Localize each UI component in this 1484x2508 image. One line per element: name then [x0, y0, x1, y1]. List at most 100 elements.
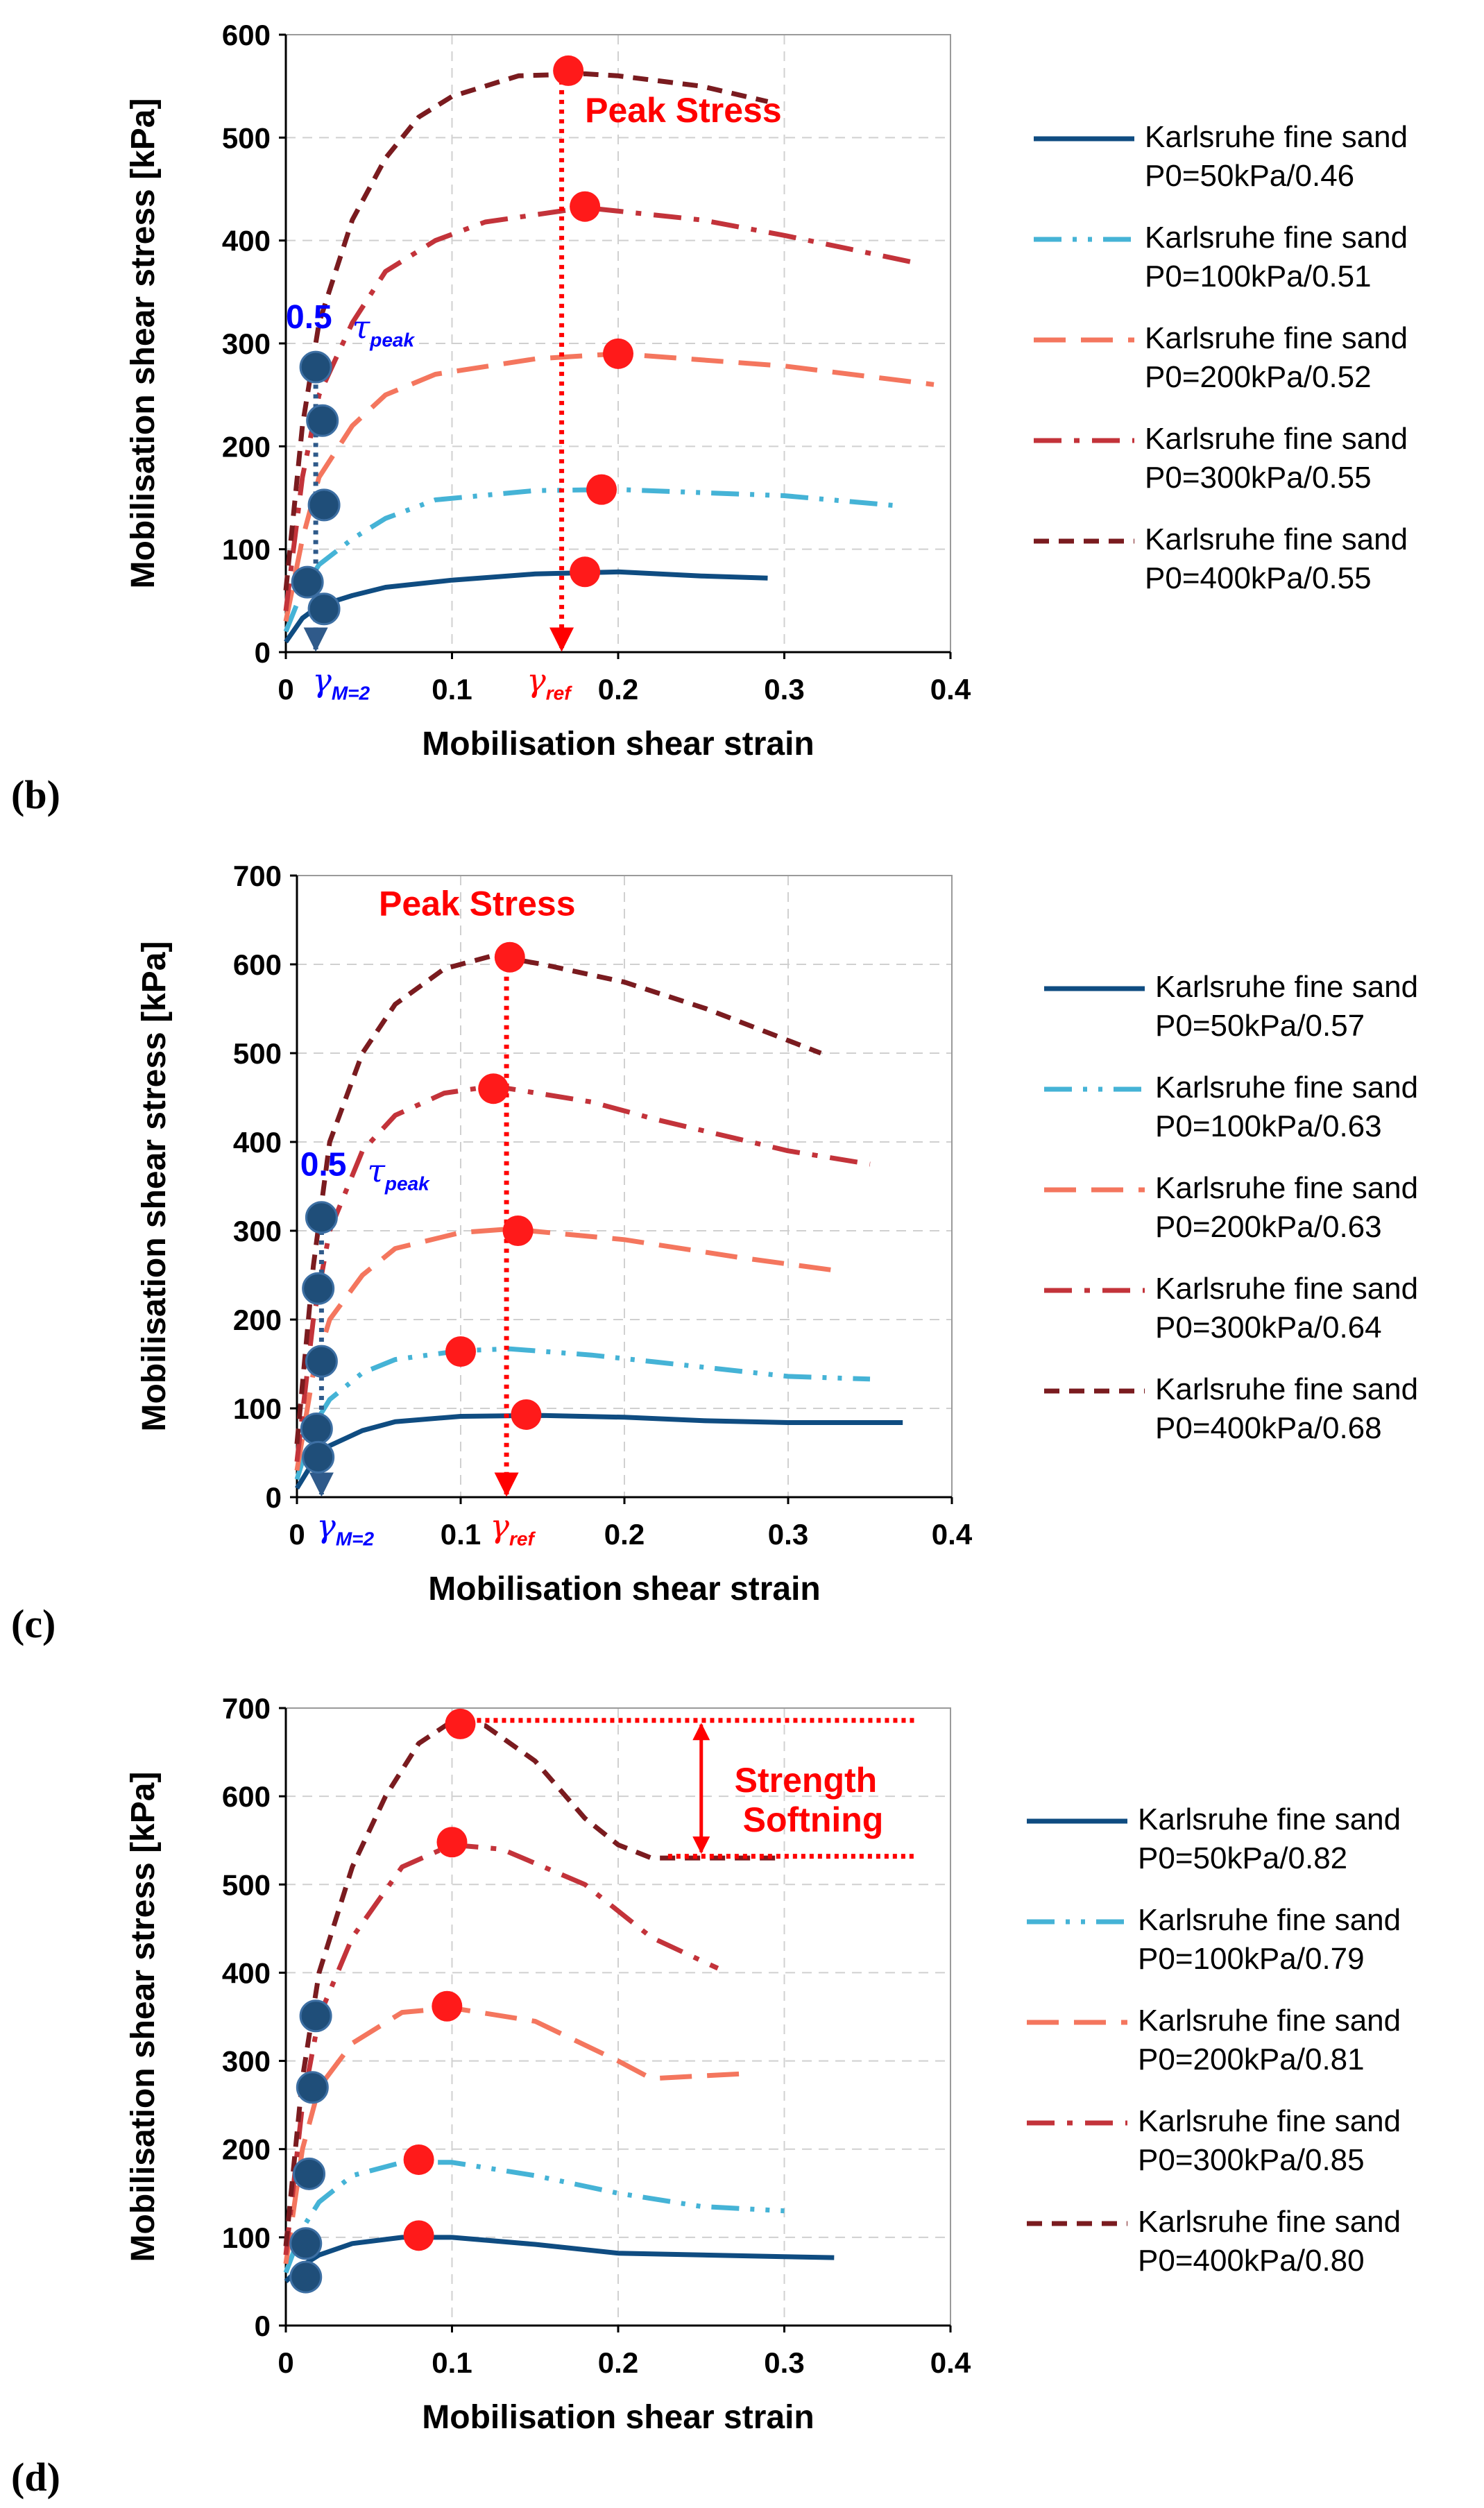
gamma-m2-marker	[289, 2260, 323, 2294]
peak-stress-marker	[570, 191, 601, 222]
series-line-s50	[284, 2235, 835, 2283]
panel-label-b: (b)	[11, 772, 60, 817]
series-line-s300	[283, 205, 918, 612]
x-tick-label: 0.1	[432, 2346, 472, 2379]
series-line-s400	[283, 1718, 785, 2246]
y-tick-label: 300	[222, 2045, 271, 2078]
gamma-m2-marker	[306, 404, 339, 437]
legend-sublabel: P0=200kPa/0.52	[1145, 360, 1372, 394]
legend-label: Karlsruhe fine sand	[1145, 321, 1408, 355]
series-line-s100	[283, 2160, 785, 2274]
peak-stress-marker	[553, 55, 584, 86]
gamma-ref-label: γref	[490, 1508, 536, 1550]
tau-peak-label-subscript: peak	[384, 1173, 430, 1195]
legend-label: Karlsruhe fine sand	[1145, 422, 1408, 456]
legend-sublabel: P0=200kPa/0.81	[1138, 2042, 1365, 2076]
x-tick-label: 0.2	[598, 673, 638, 706]
gamma-m2-marker	[305, 1201, 338, 1234]
gamma-m2-marker	[307, 592, 341, 626]
series-line-s300	[283, 1842, 719, 2255]
tau-peak-label-symbol: τ	[367, 1152, 386, 1190]
y-axis-title: Mobilisation shear stress [kPa]	[125, 99, 162, 589]
series-line-s200	[294, 1226, 838, 1471]
chart-panel-b: 0 0.1 0.2 0.3 0.4 0 100 200 300 400 500 600 Mobilisa…	[125, 19, 1408, 762]
tau-peak-label: τpeak	[367, 1152, 430, 1195]
gamma-m2-marker	[291, 565, 324, 599]
x-tick-label: 0.3	[764, 673, 804, 706]
x-tick-label: 0.4	[930, 2346, 971, 2379]
y-tick-label: 100	[222, 534, 271, 566]
legend-sublabel: P0=100kPa/0.63	[1155, 1109, 1382, 1143]
legend-label: Karlsruhe fine sand	[1155, 1272, 1418, 1306]
red-annotation-text: Peak Stress	[379, 885, 576, 923]
series-line-s400	[283, 71, 769, 591]
legend-label: Karlsruhe fine sand	[1145, 522, 1408, 556]
peak-stress-marker	[445, 1336, 476, 1367]
half-tau-annotation: 0.5	[286, 299, 332, 336]
tau-peak-label-subscript: peak	[369, 330, 415, 351]
legend-sublabel: P0=400kPa/0.68	[1155, 1411, 1382, 1445]
tau-peak-label-symbol: τ	[352, 309, 371, 346]
legend-sublabel: P0=100kPa/0.79	[1138, 1942, 1365, 1976]
legend-label: Karlsruhe fine sand	[1155, 1070, 1418, 1104]
series-line-s200	[283, 2005, 751, 2264]
chart-panel-d: 0 0.1 0.2 0.3 0.4 0 100 200 300 400 500 600 700 Mobil…	[125, 1692, 1401, 2436]
gamma-m2-marker	[299, 1999, 332, 2033]
legend-label: Karlsruhe fine sand	[1155, 970, 1418, 1004]
peak-stress-marker	[478, 1073, 509, 1104]
y-tick-label: 500	[222, 1868, 271, 1901]
gamma-m2-marker	[307, 488, 341, 522]
y-tick-label: 700	[233, 860, 282, 892]
legend-sublabel: P0=200kPa/0.63	[1155, 1210, 1382, 1244]
legend-sublabel: P0=50kPa/0.46	[1145, 159, 1354, 193]
gamma-ref-label-subscript: ref	[546, 682, 572, 703]
peak-stress-marker	[494, 941, 525, 973]
y-tick-label: 0	[266, 1481, 282, 1514]
legend-sublabel: P0=50kPa/0.57	[1155, 1009, 1365, 1043]
peak-stress-marker	[586, 474, 617, 505]
gamma-m2-marker	[300, 1412, 333, 1445]
red-annotation-text: Strength	[735, 1761, 878, 1800]
gamma-m2-marker	[305, 1345, 338, 1378]
legend-sublabel: P0=400kPa/0.80	[1138, 2244, 1365, 2278]
y-tick-label: 100	[222, 2221, 271, 2254]
legend-label: Karlsruhe fine sand	[1138, 2004, 1401, 2038]
y-tick-label: 200	[233, 1304, 282, 1336]
y-tick-label: 500	[233, 1037, 282, 1070]
legend-label: Karlsruhe fine sand	[1155, 1372, 1418, 1406]
y-tick-label: 400	[233, 1126, 282, 1159]
x-tick-label: 0.2	[598, 2346, 638, 2379]
peak-stress-marker	[403, 2144, 434, 2175]
gamma-m2-label-subscript: M=2	[336, 1528, 375, 1550]
y-tick-label: 400	[222, 225, 271, 257]
chart-panel-c: 0 0.1 0.2 0.3 0.4 0 100 200 300 400 500 600 700 Mobil…	[136, 860, 1418, 1607]
x-tick-label: 0.3	[768, 1518, 808, 1551]
x-tick-label: 0.4	[932, 1518, 973, 1551]
legend-sublabel: P0=400kPa/0.55	[1145, 561, 1372, 595]
x-tick-label: 0.1	[441, 1518, 481, 1551]
peak-stress-marker	[511, 1399, 542, 1430]
y-tick-label: 200	[222, 430, 271, 463]
gamma-m2-marker	[296, 2071, 329, 2104]
legend-label: Karlsruhe fine sand	[1138, 2104, 1401, 2138]
peak-stress-marker	[436, 1827, 468, 1858]
legend-label: Karlsruhe fine sand	[1138, 2205, 1401, 2239]
y-tick-label: 300	[222, 327, 271, 360]
y-tick-label: 700	[222, 1692, 271, 1725]
legend-label: Karlsruhe fine sand	[1138, 1903, 1401, 1937]
peak-stress-marker	[432, 1990, 463, 2022]
legend-label: Karlsruhe fine sand	[1138, 1802, 1401, 1836]
x-tick-label: 0	[278, 2346, 293, 2379]
series-line-s300	[294, 1083, 871, 1462]
y-tick-label: 400	[222, 1956, 271, 1989]
legend-sublabel: P0=300kPa/0.55	[1145, 461, 1372, 495]
gamma-m2-label-symbol: γ	[312, 661, 332, 699]
series-line-s50	[295, 1413, 903, 1490]
y-tick-label: 300	[233, 1215, 282, 1247]
y-axis-title: Mobilisation shear stress [kPa]	[125, 1772, 162, 2262]
legend-label: Karlsruhe fine sand	[1155, 1171, 1418, 1205]
y-axis-title: Mobilisation shear stress [kPa]	[136, 941, 173, 1432]
gamma-m2-label-subscript: M=2	[332, 682, 370, 703]
peak-stress-marker	[403, 2220, 434, 2251]
